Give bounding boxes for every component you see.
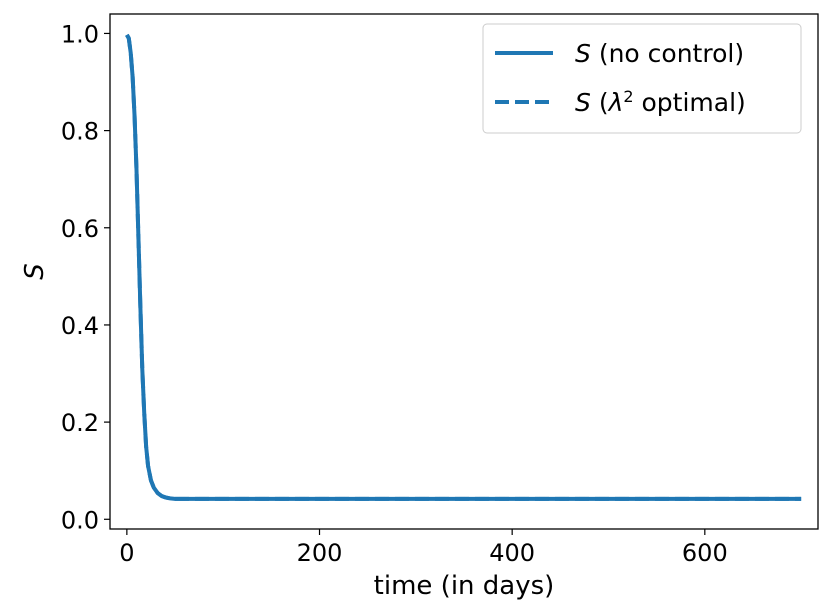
x-tick-label: 0 [119,539,134,567]
series-layer [125,33,802,501]
x-tick-label: 400 [489,539,535,567]
x-tick-label: 200 [297,539,343,567]
legend-entry-text: (no control) [591,39,744,68]
legend: S (no control) S (λ2 optimal) [482,23,802,134]
series-line-lambda-optimal [125,33,802,501]
y-tick-label: 0.4 [61,312,99,340]
plot-area-frame [109,13,819,530]
legend-entry-symbol: S [575,88,591,117]
y-tick-label: 1.0 [61,20,99,48]
legend-entry-lambda-optimal: S (λ2 optimal) [575,87,746,118]
y-axis: 0.0 0.2 0.4 0.6 0.8 1.0 [61,20,110,534]
legend-entry-symbol: S [575,39,591,68]
y-tick-label: 0.6 [61,215,99,243]
legend-entry-superscript: 2 [623,87,633,106]
x-axis-label: time (in days) [374,571,555,601]
y-tick-label: 0.0 [61,506,99,534]
legend-box [482,23,802,134]
legend-entry-no-control: S (no control) [575,39,744,68]
legend-entry-lambda: λ [607,88,624,117]
x-axis: 0 200 400 600 [119,529,728,567]
y-tick-label: 0.8 [61,118,99,146]
y-tick-label: 0.2 [61,409,99,437]
y-axis-label: S [20,263,50,280]
legend-entry-text: optimal) [634,88,746,117]
x-tick-label: 600 [682,539,728,567]
legend-entry-text: ( [591,88,609,117]
